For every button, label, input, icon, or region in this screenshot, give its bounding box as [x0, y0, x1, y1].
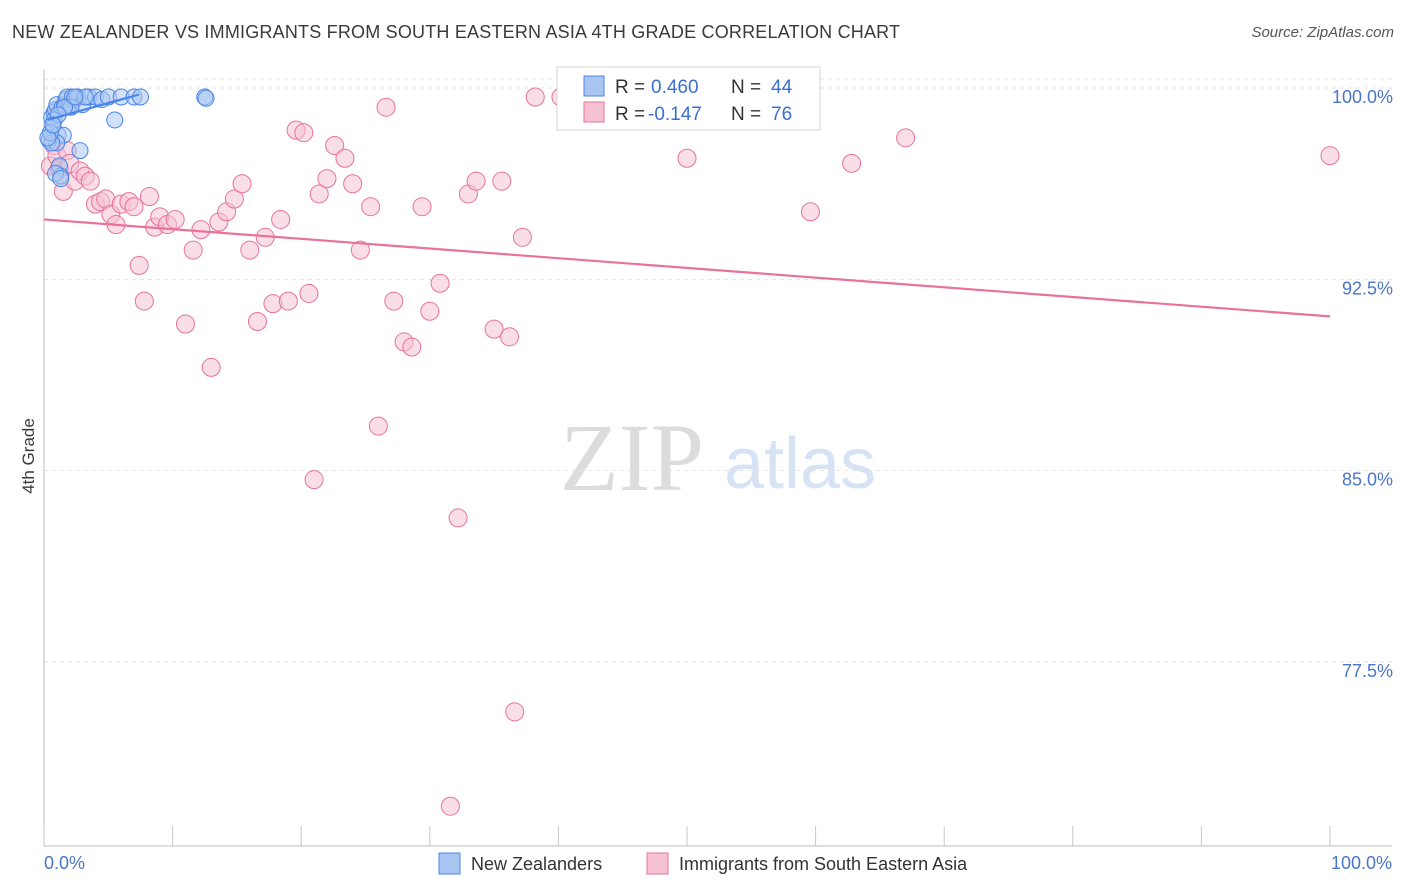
sea-point [335, 148, 355, 168]
y-tick-label: 85.0% [1342, 470, 1393, 490]
sea-point [440, 796, 460, 816]
y-axis-label: 4th Grade [19, 418, 38, 494]
sea-point [317, 169, 337, 189]
watermark-zip: ZIP [560, 404, 704, 511]
sea-point [842, 153, 862, 173]
sea-point [430, 273, 450, 293]
nz-point [52, 170, 70, 188]
sea-point [343, 174, 363, 194]
axes [43, 70, 1392, 847]
sea-point [134, 291, 154, 311]
sea-point [183, 240, 203, 260]
sea-point [80, 171, 100, 191]
sea-point [361, 197, 381, 217]
sea-point [448, 508, 468, 528]
nz-point [131, 88, 149, 106]
y-tick-label: 100.0% [1332, 87, 1393, 107]
sea-point [304, 470, 324, 490]
sea-point [505, 702, 525, 722]
stats-swatch-blue [583, 75, 605, 97]
sea-point [466, 171, 486, 191]
legend-label-immigrants: Immigrants from South Eastern Asia [679, 854, 968, 874]
nz-point [66, 88, 84, 106]
sea-point [500, 327, 520, 347]
sea-point [129, 255, 149, 275]
sea-point [247, 311, 267, 331]
sea-point [232, 174, 252, 194]
stats-n-value-blue: 44 [771, 77, 793, 98]
sea-point [800, 202, 820, 222]
bottom-legend: New Zealanders Immigrants from South Eas… [438, 852, 968, 875]
sea-point [1320, 146, 1340, 166]
nz-point [106, 111, 124, 129]
sea-point [525, 87, 545, 107]
sea-point [278, 291, 298, 311]
nz-point [44, 116, 62, 134]
nz-point [197, 89, 215, 107]
sea-point [512, 227, 532, 247]
sea-point [420, 301, 440, 321]
sea-point [896, 128, 916, 148]
stats-n-label-blue: N = [731, 77, 761, 98]
sea-point [240, 240, 260, 260]
sea-point [294, 123, 314, 143]
stats-legend: R = 0.460 N = 44 R = -0.147 N = 76 [556, 66, 821, 131]
nz-point [71, 142, 89, 160]
sea-point [677, 148, 697, 168]
legend-label-new-zealanders: New Zealanders [471, 854, 602, 874]
sea-point [402, 337, 422, 357]
sea-point [299, 283, 319, 303]
series-new-zealanders-points [39, 88, 215, 188]
sea-point [165, 209, 185, 229]
sea-point [124, 197, 144, 217]
chart-title: NEW ZEALANDER VS IMMIGRANTS FROM SOUTH E… [12, 22, 901, 42]
sea-point [412, 197, 432, 217]
legend-swatch-immigrants [646, 852, 669, 875]
sea-point [271, 209, 291, 229]
stats-n-label-pink: N = [731, 104, 761, 125]
x-tick-label-max: 100.0% [1331, 853, 1392, 873]
stats-n-value-pink: 76 [771, 104, 792, 125]
sea-point [376, 97, 396, 117]
stats-swatch-pink [583, 101, 605, 123]
y-tick-labels: 77.5% 85.0% 92.5% 100.0% [1332, 87, 1393, 681]
grid-lines [44, 78, 1392, 663]
sea-point [224, 189, 244, 209]
stats-r-label-pink: R = [615, 104, 645, 125]
sea-point [201, 357, 221, 377]
legend-swatch-new-zealanders [438, 852, 461, 875]
sea-point [484, 319, 504, 339]
sea-trend-line [43, 218, 1331, 318]
sea-point [139, 186, 159, 206]
stats-r-value-blue: 0.460 [651, 77, 699, 98]
sea-point [368, 416, 388, 436]
x-ticks [43, 826, 1331, 846]
x-tick-label-min: 0.0% [44, 853, 85, 873]
nz-trend-line [47, 93, 140, 122]
stats-r-value-pink: -0.147 [648, 104, 702, 125]
chart-source: Source: ZipAtlas.com [1251, 24, 1394, 41]
sea-point [309, 184, 329, 204]
stats-r-label-blue: R = [615, 77, 645, 98]
sea-point [175, 314, 195, 334]
y-tick-label: 92.5% [1342, 278, 1393, 298]
y-tick-label: 77.5% [1342, 661, 1393, 681]
sea-point [492, 171, 512, 191]
trend-lines [43, 93, 1331, 318]
sea-point [384, 291, 404, 311]
sea-point [191, 220, 211, 240]
sea-point [325, 135, 345, 155]
sea-point [350, 240, 370, 260]
watermark-atlas: atlas [724, 424, 876, 504]
